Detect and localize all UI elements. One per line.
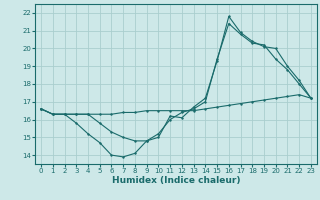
X-axis label: Humidex (Indice chaleur): Humidex (Indice chaleur)	[112, 176, 240, 185]
